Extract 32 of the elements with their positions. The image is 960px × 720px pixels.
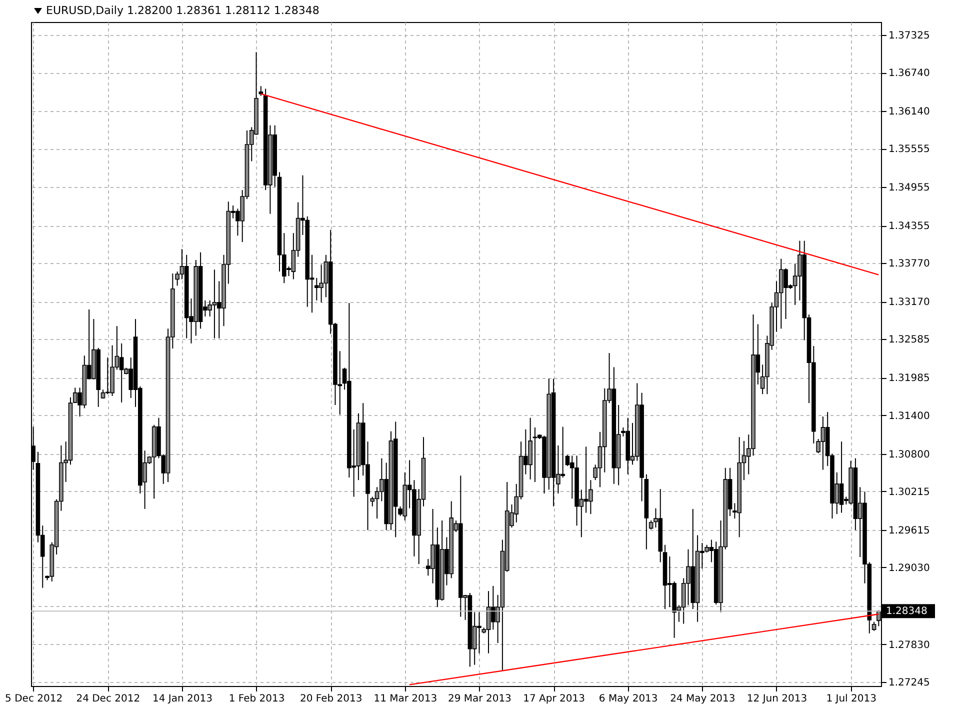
x-tick-label: 1 Jul 2013 (826, 694, 876, 704)
x-tick-label: 11 Mar 2013 (374, 694, 438, 704)
x-tick-label: 24 May 2013 (670, 694, 736, 704)
y-tick-label: 1.31400 (888, 410, 930, 422)
y-tick-label: 1.30800 (888, 449, 930, 460)
y-tick-label: 1.35555 (888, 144, 930, 156)
y-tick-label: 1.34355 (888, 221, 930, 232)
y-tick-label: 1.29030 (888, 562, 930, 574)
y-tick-label: 1.36740 (888, 68, 930, 80)
x-tick-label: 17 Apr 2013 (523, 694, 585, 704)
x-tick-label: 1 Feb 2013 (228, 694, 285, 704)
y-tick-label: 1.34955 (888, 182, 930, 194)
y-tick-label: 1.27245 (888, 677, 930, 688)
y-tick-label: 1.27830 (888, 640, 930, 651)
y-tick-label: 1.31985 (888, 373, 930, 384)
y-tick-label: 1.33770 (888, 258, 930, 270)
ref-line-label: 1.28348 (886, 606, 928, 618)
x-tick-label: 14 Jan 2013 (152, 694, 212, 704)
x-tick-label: 5 Dec 2012 (5, 694, 63, 704)
chart-title: EURUSD,Daily 1.28200 1.28361 1.28112 1.28348 (46, 4, 320, 17)
y-tick-label: 1.36140 (888, 106, 930, 118)
y-tick-label: 1.37325 (888, 30, 930, 42)
x-tick-label: 29 Mar 2013 (448, 694, 512, 704)
x-tick-label: 12 Jun 2013 (746, 694, 808, 704)
x-tick-label: 6 May 2013 (598, 694, 658, 704)
x-tick-label: 20 Feb 2013 (300, 694, 362, 704)
x-tick-label: 24 Dec 2012 (76, 694, 140, 704)
y-tick-label: 1.29615 (888, 525, 930, 536)
y-tick-label: 1.32585 (888, 334, 930, 346)
candlestick (258, 86, 264, 96)
y-tick-label: 1.30215 (888, 486, 930, 498)
y-tick-label: 1.33170 (888, 297, 930, 308)
